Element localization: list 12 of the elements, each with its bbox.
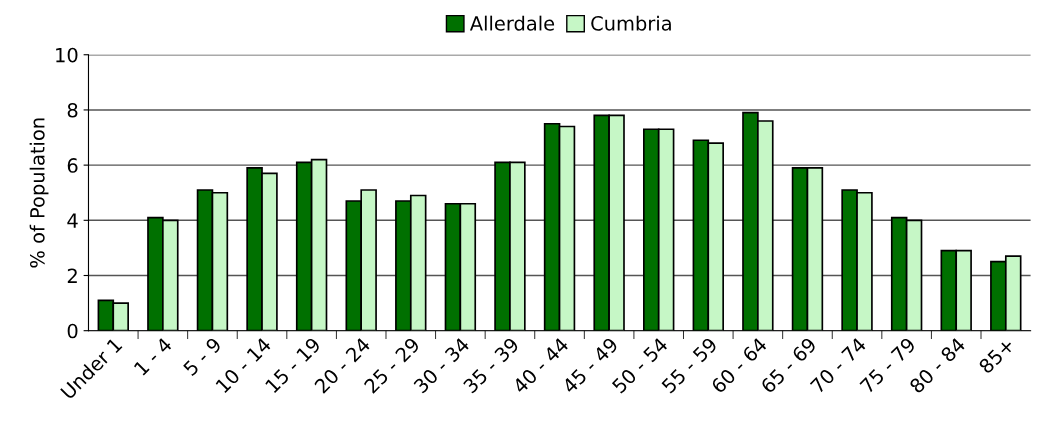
y-tick-label: 6 (67, 158, 78, 173)
legend-label: Cumbria (591, 15, 671, 31)
x-tick-label: 5 - 9 (182, 336, 223, 377)
y-tick-label: 10 (56, 47, 78, 63)
y-tick-label: 2 (67, 268, 77, 283)
y-tick-label: 8 (67, 102, 78, 118)
legend-label: Allerdale (469, 15, 555, 31)
y-tick-label: 0 (67, 323, 78, 339)
x-tick-label: 1 - 4 (133, 336, 173, 376)
y-axis-title: % of Population (29, 118, 49, 268)
x-tick-label: 85+ (977, 337, 1015, 375)
y-tick-label: 4 (67, 213, 78, 228)
